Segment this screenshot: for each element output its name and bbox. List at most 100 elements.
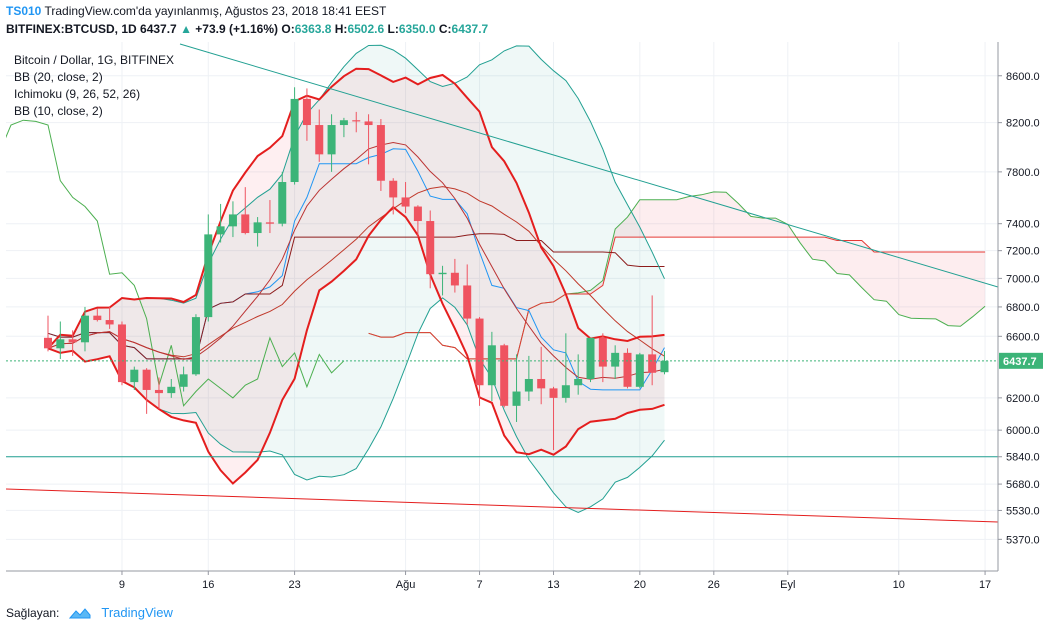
candle-body — [500, 345, 509, 406]
candle-body — [648, 354, 657, 373]
candle-body — [315, 125, 324, 155]
y-tick-label: 6600.0 — [1006, 331, 1040, 343]
candle-body — [117, 324, 126, 383]
last-price-label: 6437.7 — [1003, 356, 1037, 368]
y-tick-label: 7800.0 — [1006, 167, 1040, 179]
legend-ichimoku: Ichimoku (9, 26, 52, 26) — [14, 87, 141, 101]
low-value: 6350.0 — [398, 22, 436, 36]
x-tick-label: 20 — [634, 579, 646, 591]
legend-bb10: BB (10, close, 2) — [14, 104, 103, 118]
candle-body — [586, 337, 595, 379]
y-tick-label: 5530.0 — [1006, 505, 1040, 517]
candle-body — [561, 385, 570, 398]
up-arrow-icon: ▲ — [180, 22, 192, 36]
low-label: L: — [387, 22, 399, 36]
candle-body — [463, 285, 472, 319]
provider-label: Sağlayan: — [6, 605, 60, 620]
x-tick-label: 17 — [979, 579, 991, 591]
candle-body — [241, 214, 250, 234]
candle-body — [438, 272, 447, 275]
open-label: O: — [281, 22, 295, 36]
candle-body — [265, 222, 274, 224]
senkou-span-b — [368, 236, 986, 360]
kijun-sen — [47, 233, 665, 360]
trendline-lower — [6, 488, 998, 523]
candle-body — [339, 120, 348, 126]
candle-body — [549, 388, 558, 398]
y-tick-label: 5680.0 — [1006, 479, 1040, 491]
candle-body — [327, 125, 336, 155]
candle-body — [154, 389, 163, 394]
candle-body — [623, 352, 632, 387]
x-tick-label: Eyl — [780, 579, 795, 591]
legend-title: Bitcoin / Dollar, 1G, BITFINEX — [14, 53, 175, 67]
candle-body — [426, 221, 435, 275]
tradingview-logo-icon[interactable] — [69, 607, 91, 619]
x-tick-label: Ağu — [396, 579, 416, 591]
candle-body — [376, 125, 385, 181]
candle-body — [352, 120, 361, 122]
author-name[interactable]: TS010 — [6, 4, 42, 18]
y-tick-label: 5840.0 — [1006, 452, 1040, 464]
candle-body — [487, 345, 496, 386]
open-value: 6363.8 — [294, 22, 332, 36]
provider-brand[interactable]: TradingView — [101, 605, 173, 620]
candle-body — [43, 337, 52, 349]
candle-body — [105, 320, 114, 325]
y-tick-label: 8600.0 — [1006, 71, 1040, 83]
candle-body — [68, 339, 77, 343]
symbol-label: BITFINEX:BTCUSD, 1D — [6, 22, 137, 36]
candle-body — [364, 121, 373, 126]
candle-body — [179, 374, 188, 387]
candle-body — [130, 369, 139, 383]
candle-body — [635, 354, 644, 387]
candle-body — [389, 180, 398, 198]
candle-body — [302, 98, 311, 126]
last-price: 6437.7 — [140, 22, 177, 36]
y-tick-label: 7200.0 — [1006, 246, 1040, 258]
candle-body — [512, 391, 521, 406]
y-tick-label: 6000.0 — [1006, 425, 1040, 437]
candles — [43, 87, 669, 451]
candle-body — [401, 197, 410, 207]
bb10-basis — [47, 141, 665, 380]
x-tick-label: 10 — [893, 579, 905, 591]
trendline-resistance — [179, 43, 998, 288]
bb20-fill — [48, 45, 665, 513]
bb10-upper — [47, 67, 665, 349]
close-value: 6437.7 — [451, 22, 489, 36]
close-label: C: — [438, 22, 452, 36]
candle-body — [253, 222, 262, 234]
candle-body — [204, 234, 213, 318]
candle-body — [56, 339, 65, 349]
x-tick-label: 16 — [202, 579, 214, 591]
chart-legend: Bitcoin / Dollar, 1G, BITFINEX BB (20, c… — [14, 52, 174, 120]
candle-body — [167, 386, 176, 394]
y-tick-label: 8200.0 — [1006, 118, 1040, 130]
candle-body — [142, 369, 151, 390]
ichimoku-cloud — [368, 191, 986, 359]
x-tick-label: 26 — [708, 579, 720, 591]
high-value: 6502.6 — [347, 22, 385, 36]
candle-body — [80, 315, 89, 343]
bb10-lower — [47, 205, 665, 485]
candle-body — [574, 378, 583, 386]
y-tick-label: 6200.0 — [1006, 393, 1040, 405]
candle-body — [660, 360, 669, 373]
candle-body — [278, 182, 287, 224]
candle-body — [611, 352, 620, 367]
publish-header: TS010 TradingView.com'da yayınlanmış, Ağ… — [6, 4, 386, 18]
candle-body — [524, 378, 533, 392]
candle-body — [413, 206, 422, 222]
y-tick-label: 5370.0 — [1006, 534, 1040, 546]
candle-body — [228, 214, 237, 227]
candle-body — [216, 226, 225, 235]
x-tick-label: 23 — [288, 579, 300, 591]
chikou-span — [6, 119, 345, 407]
plot-area — [6, 43, 998, 523]
candle-body — [93, 315, 102, 321]
price-change: +73.9 (+1.16%) — [195, 22, 279, 36]
x-tick-label: 13 — [547, 579, 559, 591]
